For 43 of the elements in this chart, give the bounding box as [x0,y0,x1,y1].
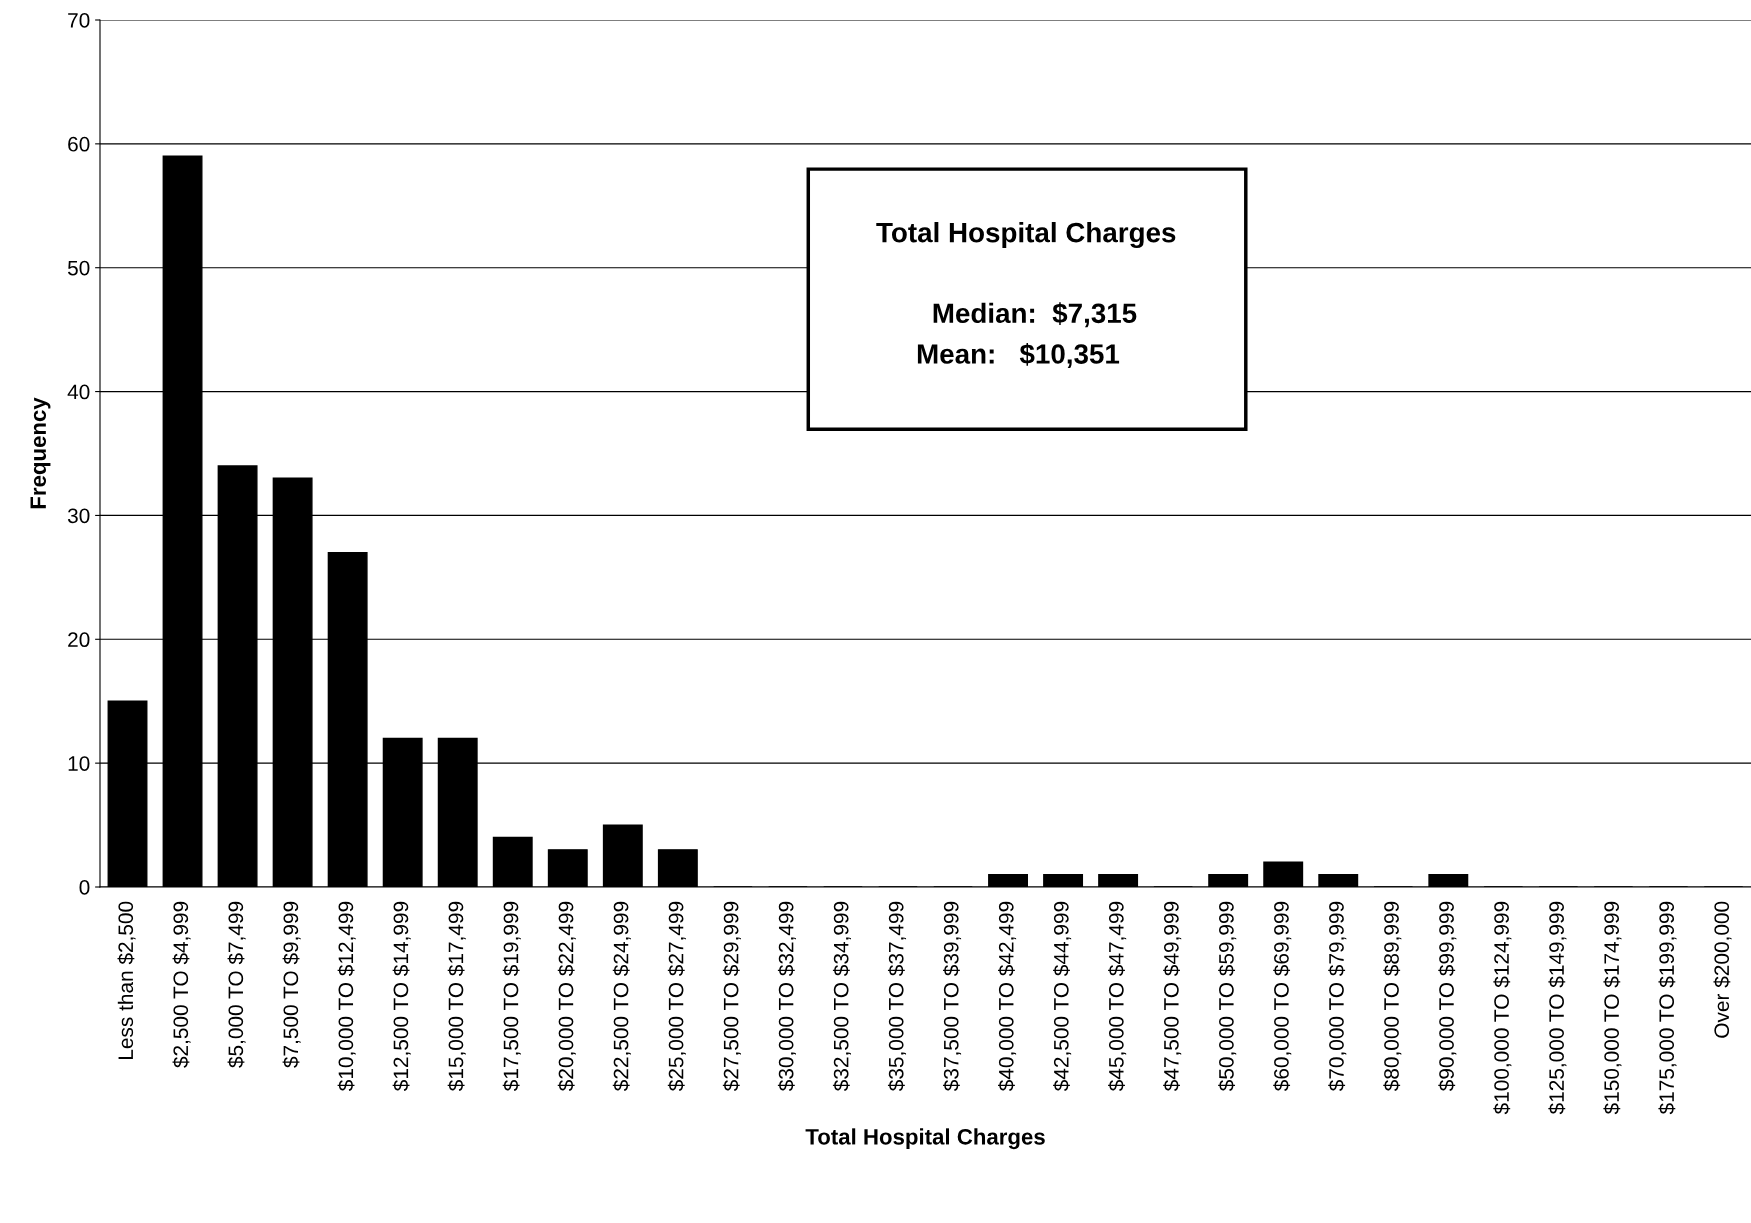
y-axis-title: Frequency [30,397,51,509]
y-tick-label: 10 [68,756,90,771]
x-tick-label: $15,000 TO $17,499 [447,901,466,1092]
annotation: Total Hospital Charges [876,222,1176,249]
x-tick-label: $150,000 TO $174,999 [1603,901,1622,1115]
x-tick-label: $40,000 TO $42,499 [998,901,1017,1092]
annotation: Mean: $10,351 [917,342,1120,368]
x-tick-label: $100,000 TO $124,999 [1493,901,1512,1115]
x-tick-label: $90,000 TO $99,999 [1438,901,1457,1092]
x-tick-label: $7,500 TO $9,999 [282,901,301,1068]
x-tick-label: Over $200,000 [1713,901,1732,1038]
x-tick-label: $20,000 TO $22,499 [557,901,576,1092]
x-tick-label: $125,000 TO $149,999 [1548,901,1567,1115]
x-tick-label: $32,500 TO $34,999 [832,901,851,1092]
x-tick-label: $10,000 TO $12,499 [337,901,356,1092]
x-axis-title: Total Hospital Charges [805,1128,1045,1150]
y-tick-label: 40 [67,384,90,400]
x-tick-label: $47,500 TO $49,999 [1163,901,1182,1092]
x-tick-label: $25,000 TO $27,499 [667,901,686,1092]
x-tick-label: $35,000 TO $37,499 [887,901,907,1092]
x-tick-label: $17,500 TO $19,999 [502,901,521,1092]
x-tick-label: $30,000 TO $32,499 [777,901,796,1092]
x-tick-label: Less than $2,500 [117,901,136,1060]
y-tick-label: 0 [79,880,90,895]
y-tick-label: 20 [68,632,90,648]
annotation: Median: $7,315 [933,302,1137,328]
x-tick-label: $45,000 TO $47,499 [1108,901,1127,1092]
x-tick-label: $70,000 TO $79,999 [1328,901,1347,1092]
x-tick-label: $80,000 TO $89,999 [1383,901,1402,1092]
x-tick-label: $42,500 TO $44,999 [1053,901,1072,1092]
x-tick-label: $27,500 TO $29,999 [722,901,741,1092]
x-tick-label: $12,500 TO $14,999 [392,901,411,1092]
x-tick-label: $37,500 TO $39,999 [942,901,962,1092]
y-tick-label: 50 [67,260,90,276]
y-tick-label: 70 [68,13,90,28]
x-tick-label: $50,000 TO $59,999 [1218,901,1237,1092]
y-tick-label: 60 [68,136,90,152]
x-tick-label: $22,500 TO $24,999 [612,901,631,1092]
x-tick-label: $2,500 TO $4,999 [172,901,191,1068]
y-tick-label: 30 [67,508,90,524]
x-tick-label: $175,000 TO $199,999 [1658,901,1677,1115]
x-tick-label: $5,000 TO $7,499 [227,901,246,1068]
x-tick-label: $60,000 TO $69,999 [1273,901,1292,1092]
